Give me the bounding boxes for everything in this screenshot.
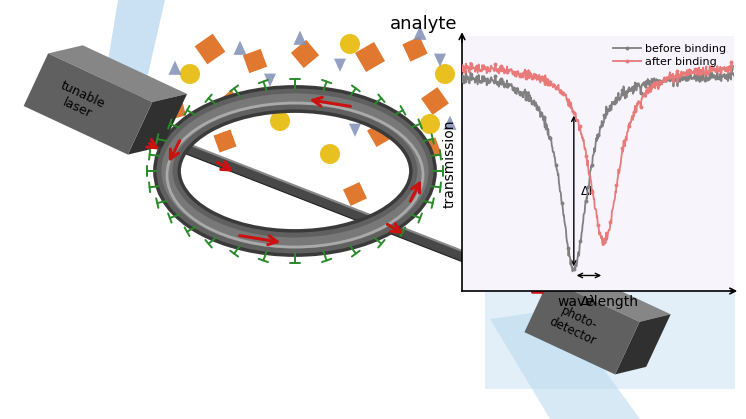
- before binding: [727, 67, 736, 72]
- before binding: [568, 269, 577, 274]
- Polygon shape: [444, 116, 457, 130]
- after binding: [745, 66, 746, 71]
- Polygon shape: [334, 59, 346, 72]
- Polygon shape: [355, 42, 385, 72]
- after binding: [645, 85, 653, 90]
- Polygon shape: [264, 74, 276, 87]
- Circle shape: [270, 111, 290, 131]
- after binding: [621, 137, 630, 142]
- Polygon shape: [195, 34, 225, 65]
- Polygon shape: [343, 182, 367, 206]
- Legend: before binding, after binding: before binding, after binding: [611, 41, 728, 69]
- Polygon shape: [524, 279, 639, 375]
- Polygon shape: [24, 53, 152, 155]
- Polygon shape: [349, 124, 361, 137]
- after binding: [579, 137, 588, 142]
- Polygon shape: [100, 0, 165, 109]
- Polygon shape: [615, 314, 671, 375]
- Polygon shape: [402, 36, 427, 62]
- Polygon shape: [549, 272, 671, 322]
- before binding: [621, 90, 630, 95]
- Polygon shape: [293, 31, 307, 45]
- X-axis label: wavelength: wavelength: [557, 295, 639, 309]
- before binding: [645, 78, 653, 83]
- Line: before binding: before binding: [445, 68, 746, 273]
- Polygon shape: [164, 98, 186, 120]
- Circle shape: [340, 34, 360, 54]
- Polygon shape: [421, 87, 449, 115]
- Polygon shape: [419, 137, 442, 160]
- Text: tunable
laser: tunable laser: [52, 79, 107, 125]
- before binding: [496, 77, 505, 82]
- Circle shape: [180, 64, 200, 84]
- Text: ΔI: ΔI: [581, 184, 594, 197]
- after binding: [442, 61, 451, 66]
- before binding: [442, 70, 451, 75]
- Polygon shape: [128, 94, 187, 155]
- Text: Δλ: Δλ: [581, 295, 597, 308]
- before binding: [580, 211, 589, 216]
- after binding: [671, 73, 680, 78]
- Polygon shape: [233, 41, 246, 55]
- Polygon shape: [434, 54, 446, 67]
- Polygon shape: [184, 129, 196, 142]
- Polygon shape: [243, 49, 267, 73]
- Line: after binding: after binding: [445, 61, 746, 246]
- after binding: [520, 68, 529, 73]
- before binding: [520, 88, 529, 93]
- Polygon shape: [156, 133, 546, 293]
- after binding: [727, 60, 736, 65]
- Polygon shape: [169, 61, 181, 75]
- Polygon shape: [367, 121, 393, 147]
- Circle shape: [320, 144, 340, 164]
- Polygon shape: [291, 40, 319, 68]
- Y-axis label: transmission: transmission: [442, 119, 457, 208]
- before binding: [745, 74, 746, 79]
- Polygon shape: [48, 45, 187, 102]
- Polygon shape: [490, 309, 640, 419]
- after binding: [496, 64, 505, 69]
- Polygon shape: [374, 101, 386, 115]
- Polygon shape: [485, 291, 735, 389]
- Circle shape: [435, 64, 455, 84]
- Polygon shape: [216, 90, 244, 118]
- before binding: [671, 77, 680, 82]
- Circle shape: [420, 114, 440, 134]
- Text: analyte: analyte: [390, 15, 457, 33]
- Polygon shape: [413, 26, 427, 40]
- after binding: [599, 243, 608, 248]
- Text: photo-
detector: photo- detector: [548, 302, 604, 348]
- Polygon shape: [213, 129, 236, 153]
